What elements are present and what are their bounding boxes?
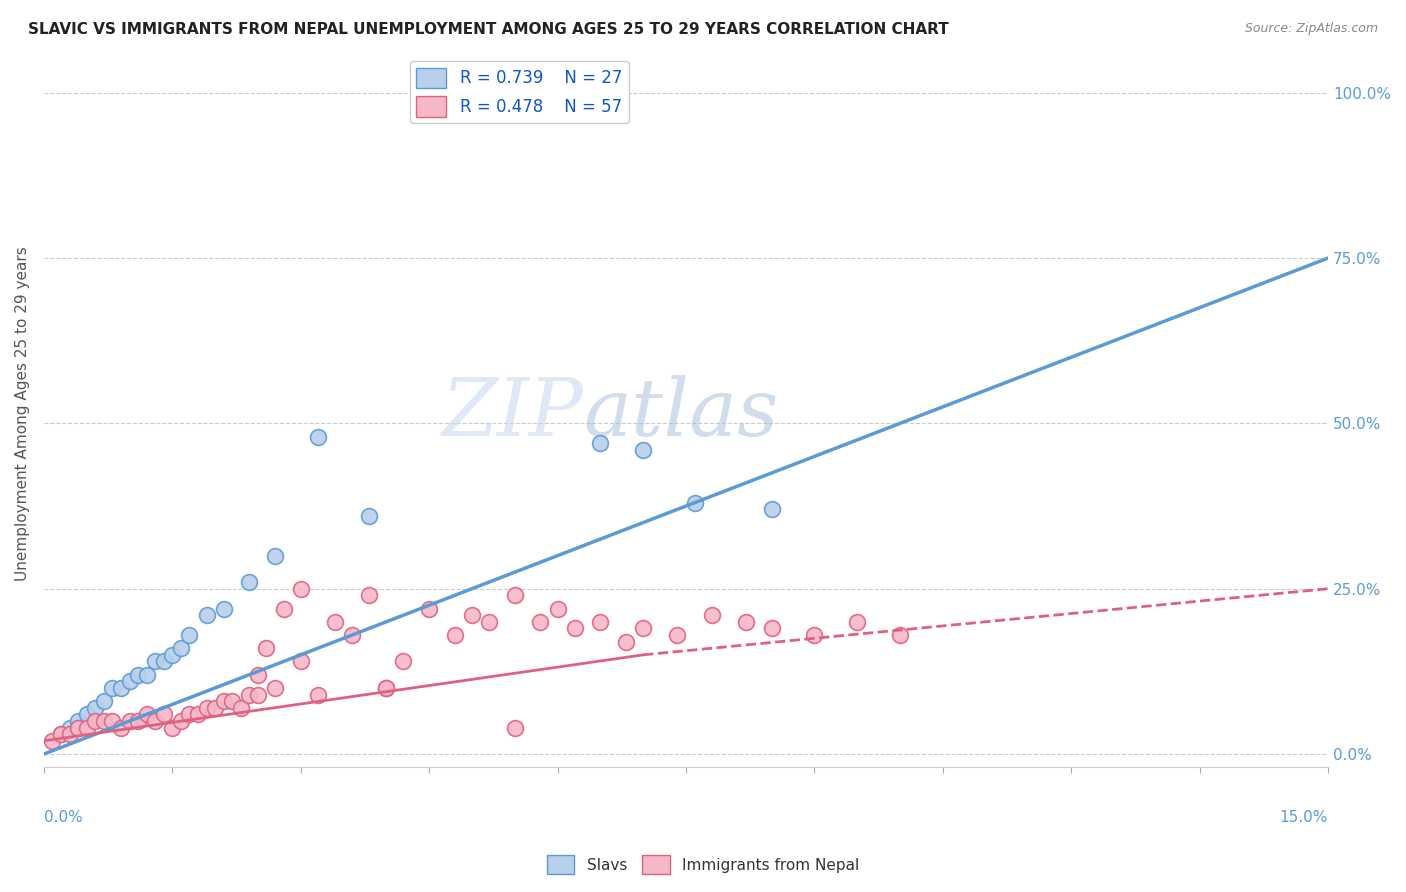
- Point: [195, 608, 218, 623]
- Point: [93, 694, 115, 708]
- Point: [503, 721, 526, 735]
- Point: [761, 502, 783, 516]
- Point: [76, 721, 98, 735]
- Point: [84, 714, 107, 728]
- Point: [41, 734, 63, 748]
- Point: [803, 628, 825, 642]
- Point: [49, 727, 72, 741]
- Point: [323, 615, 346, 629]
- Point: [564, 621, 586, 635]
- Point: [143, 655, 166, 669]
- Point: [238, 575, 260, 590]
- Point: [49, 727, 72, 741]
- Point: [93, 714, 115, 728]
- Point: [212, 694, 235, 708]
- Point: [58, 721, 80, 735]
- Point: [683, 496, 706, 510]
- Point: [127, 714, 149, 728]
- Point: [290, 582, 312, 596]
- Point: [187, 707, 209, 722]
- Point: [110, 681, 132, 695]
- Point: [162, 721, 184, 735]
- Point: [631, 442, 654, 457]
- Point: [631, 621, 654, 635]
- Point: [666, 628, 689, 642]
- Point: [264, 549, 287, 563]
- Point: [246, 667, 269, 681]
- Point: [170, 641, 193, 656]
- Point: [110, 721, 132, 735]
- Point: [307, 688, 329, 702]
- Point: [700, 608, 723, 623]
- Point: [179, 628, 201, 642]
- Text: atlas: atlas: [583, 375, 779, 452]
- Text: 0.0%: 0.0%: [44, 810, 83, 825]
- Point: [735, 615, 758, 629]
- Point: [76, 707, 98, 722]
- Point: [273, 601, 295, 615]
- Point: [529, 615, 551, 629]
- Point: [589, 86, 612, 100]
- Point: [375, 681, 398, 695]
- Point: [204, 700, 226, 714]
- Point: [152, 707, 174, 722]
- Point: [118, 674, 141, 689]
- Point: [846, 615, 869, 629]
- Point: [135, 667, 157, 681]
- Point: [170, 714, 193, 728]
- Point: [221, 694, 243, 708]
- Point: [256, 641, 278, 656]
- Point: [238, 688, 260, 702]
- Point: [375, 681, 398, 695]
- Point: [761, 621, 783, 635]
- Point: [418, 601, 440, 615]
- Point: [229, 700, 252, 714]
- Text: SLAVIC VS IMMIGRANTS FROM NEPAL UNEMPLOYMENT AMONG AGES 25 TO 29 YEARS CORRELATI: SLAVIC VS IMMIGRANTS FROM NEPAL UNEMPLOY…: [28, 22, 949, 37]
- Point: [246, 688, 269, 702]
- Point: [547, 601, 569, 615]
- Point: [152, 655, 174, 669]
- Point: [195, 700, 218, 714]
- Point: [118, 714, 141, 728]
- Point: [614, 634, 637, 648]
- Point: [264, 681, 287, 695]
- Text: ZIP: ZIP: [441, 375, 583, 452]
- Point: [307, 429, 329, 443]
- Point: [461, 608, 484, 623]
- Point: [162, 648, 184, 662]
- Point: [340, 628, 363, 642]
- Legend: R = 0.739    N = 27, R = 0.478    N = 57: R = 0.739 N = 27, R = 0.478 N = 57: [409, 61, 628, 123]
- Point: [179, 707, 201, 722]
- Point: [67, 721, 90, 735]
- Point: [67, 714, 90, 728]
- Point: [101, 714, 124, 728]
- Point: [503, 588, 526, 602]
- Y-axis label: Unemployment Among Ages 25 to 29 years: Unemployment Among Ages 25 to 29 years: [15, 246, 30, 581]
- Point: [143, 714, 166, 728]
- Point: [84, 700, 107, 714]
- Point: [478, 615, 501, 629]
- Legend: Slavs, Immigrants from Nepal: Slavs, Immigrants from Nepal: [541, 849, 865, 880]
- Point: [135, 707, 157, 722]
- Point: [359, 588, 381, 602]
- Point: [101, 681, 124, 695]
- Point: [127, 667, 149, 681]
- Point: [359, 508, 381, 523]
- Point: [392, 655, 415, 669]
- Point: [444, 628, 467, 642]
- Point: [58, 727, 80, 741]
- Text: Source: ZipAtlas.com: Source: ZipAtlas.com: [1244, 22, 1378, 36]
- Point: [889, 628, 911, 642]
- Point: [589, 615, 612, 629]
- Text: 15.0%: 15.0%: [1279, 810, 1329, 825]
- Point: [212, 601, 235, 615]
- Point: [290, 655, 312, 669]
- Point: [589, 436, 612, 450]
